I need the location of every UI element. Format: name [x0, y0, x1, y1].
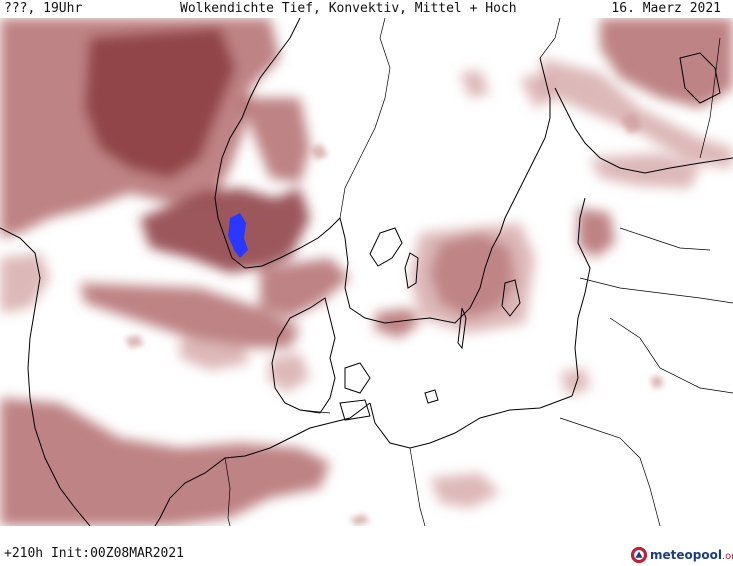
- cloud-streak-denmark: [260, 258, 350, 318]
- border-sweden-finland: [539, 18, 561, 59]
- map-title: Wolkendichte Tief, Konvektiv, Mittel + H…: [180, 1, 517, 16]
- cloud-band-north-sea: [80, 283, 300, 348]
- precipitation-area: [228, 213, 248, 258]
- coastline-baltic-states: [571, 197, 591, 397]
- island-oland: [457, 307, 467, 350]
- cloud-halo-south-sweden: [410, 223, 535, 333]
- lake-vanern: [369, 227, 403, 267]
- coastline-uk: [0, 227, 91, 526]
- cloud-patch-finland-east: [540, 58, 733, 168]
- cloud-patch-small-2: [460, 70, 490, 98]
- cloud-density-layer: [0, 18, 733, 526]
- cloud-band-coast-norway: [240, 98, 310, 183]
- cloud-speck-1: [620, 113, 643, 134]
- cloud-field-northwest-core: [85, 28, 235, 178]
- forecast-time-label: ???, 19Uhr: [4, 1, 83, 16]
- cloud-speck-5: [125, 335, 144, 348]
- cloud-patch-latvia: [578, 208, 615, 258]
- country-borders: [224, 18, 733, 526]
- cloud-patch-baltic: [375, 308, 420, 338]
- border-estonia-latvia: [619, 227, 711, 251]
- meteopool-brand[interactable]: meteopool.org: [630, 545, 733, 565]
- border-norway-sweden: [339, 18, 391, 219]
- coastline-finland: [554, 87, 733, 174]
- border-lithuania-belarus: [609, 317, 733, 394]
- island-gotland: [501, 279, 521, 317]
- border-germany-netherlands: [224, 457, 231, 526]
- lake-vattern: [404, 252, 419, 289]
- coastline-germany: [154, 402, 371, 526]
- border-germany-poland: [409, 447, 426, 526]
- cloud-speck-2: [650, 375, 664, 389]
- brand-name: meteopool: [650, 548, 722, 562]
- coastline-south-baltic: [369, 395, 573, 449]
- island-bornholm: [424, 389, 439, 404]
- cloud-speck-4: [310, 144, 328, 160]
- coastlines: [0, 18, 733, 526]
- cloud-field-southwest: [0, 398, 330, 526]
- coastline-sweden: [344, 57, 551, 324]
- forecast-date: 16. Maerz 2021: [611, 1, 721, 16]
- coastline-denmark: [271, 297, 336, 414]
- cloud-patch-mid: [268, 353, 310, 393]
- border-denmark-germany: [299, 409, 331, 414]
- border-latvia-lithuania: [579, 277, 733, 304]
- model-run-label: +210h Init:00Z08MAR2021: [4, 546, 185, 561]
- border-finland-russia: [699, 37, 721, 159]
- meteopool-logo-icon: [630, 546, 648, 564]
- lake-ladoga: [679, 52, 721, 104]
- border-poland-east: [559, 417, 661, 526]
- cloud-patch-west-coast: [180, 338, 250, 370]
- cloud-patch-germany: [430, 473, 500, 508]
- cloud-speck-3: [350, 514, 370, 526]
- cloud-patch-gulf-bothnia: [590, 153, 700, 188]
- coastline-norway: [214, 18, 349, 289]
- coastline-danish-islands: [339, 362, 371, 421]
- cloud-patch-finland-north: [600, 18, 733, 108]
- cloud-plume-norway: [140, 188, 310, 273]
- weather-map: [0, 18, 733, 526]
- cloud-patch-west: [0, 253, 50, 313]
- cloud-patch-small-3: [560, 368, 590, 396]
- brand-domain: .org: [721, 551, 733, 562]
- meteopool-wordmark: meteopool.org: [650, 548, 733, 562]
